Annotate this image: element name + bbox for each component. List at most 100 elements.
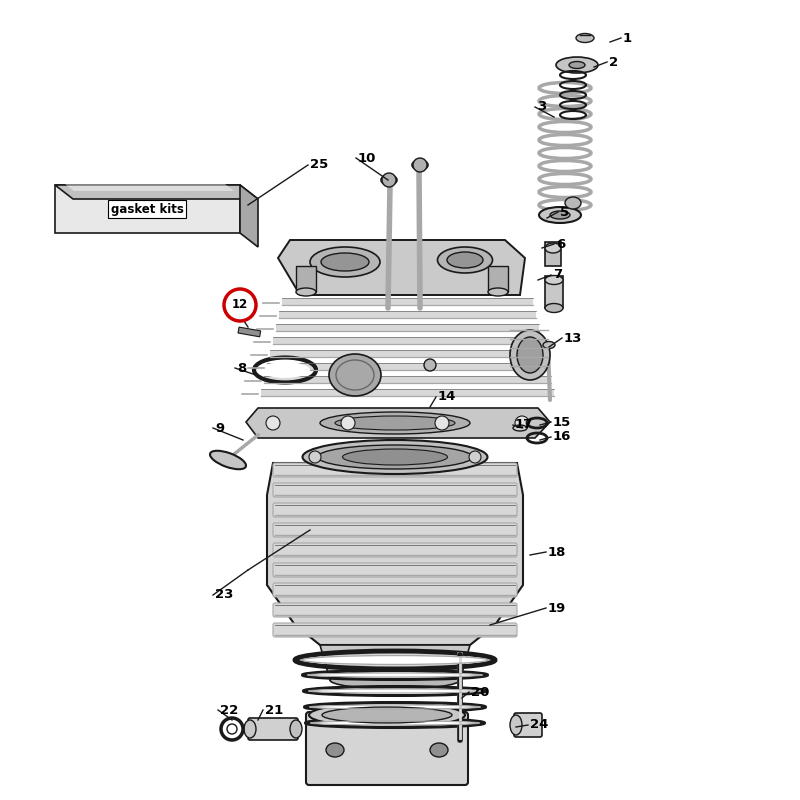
- Bar: [545, 276, 563, 308]
- Bar: [282, 298, 533, 305]
- Ellipse shape: [513, 425, 527, 431]
- Bar: [488, 266, 508, 292]
- Ellipse shape: [565, 197, 581, 209]
- Circle shape: [469, 451, 481, 463]
- Ellipse shape: [329, 354, 381, 396]
- Text: 21: 21: [265, 703, 283, 717]
- Bar: [273, 337, 542, 344]
- Text: 15: 15: [553, 415, 571, 429]
- FancyBboxPatch shape: [273, 583, 517, 597]
- Ellipse shape: [545, 303, 563, 313]
- Text: 6: 6: [556, 238, 566, 250]
- Ellipse shape: [510, 330, 550, 380]
- Ellipse shape: [576, 34, 594, 42]
- Ellipse shape: [326, 743, 344, 757]
- Text: 2: 2: [609, 55, 618, 69]
- Ellipse shape: [227, 724, 237, 734]
- FancyBboxPatch shape: [273, 623, 517, 637]
- Ellipse shape: [412, 160, 428, 170]
- Ellipse shape: [430, 743, 448, 757]
- FancyBboxPatch shape: [273, 563, 517, 577]
- Ellipse shape: [210, 450, 246, 470]
- Ellipse shape: [447, 252, 483, 268]
- Text: 24: 24: [530, 718, 548, 731]
- Ellipse shape: [543, 342, 555, 349]
- Ellipse shape: [318, 445, 473, 469]
- Ellipse shape: [309, 703, 465, 727]
- Circle shape: [435, 416, 449, 430]
- Ellipse shape: [302, 654, 488, 666]
- Circle shape: [424, 359, 436, 371]
- FancyBboxPatch shape: [306, 712, 468, 785]
- Ellipse shape: [307, 673, 482, 678]
- Ellipse shape: [320, 412, 470, 434]
- Ellipse shape: [310, 721, 479, 726]
- Ellipse shape: [550, 211, 570, 219]
- Text: 8: 8: [237, 362, 246, 374]
- Text: 1: 1: [623, 31, 632, 45]
- Ellipse shape: [260, 362, 310, 378]
- Polygon shape: [320, 645, 470, 680]
- Text: 22: 22: [220, 703, 238, 717]
- Ellipse shape: [545, 243, 561, 253]
- Text: 16: 16: [553, 430, 571, 443]
- Circle shape: [309, 451, 321, 463]
- Polygon shape: [55, 185, 240, 233]
- Polygon shape: [65, 184, 234, 191]
- FancyBboxPatch shape: [273, 523, 517, 537]
- Ellipse shape: [510, 715, 522, 735]
- Text: 14: 14: [438, 390, 456, 403]
- Bar: [261, 389, 554, 396]
- Ellipse shape: [310, 247, 380, 277]
- Ellipse shape: [488, 288, 508, 296]
- Text: 19: 19: [548, 602, 566, 614]
- Bar: [545, 242, 561, 266]
- Text: 7: 7: [553, 269, 562, 282]
- Polygon shape: [246, 408, 550, 438]
- Ellipse shape: [244, 720, 256, 738]
- FancyBboxPatch shape: [273, 463, 517, 477]
- Ellipse shape: [539, 207, 581, 223]
- FancyBboxPatch shape: [273, 543, 517, 557]
- Ellipse shape: [517, 337, 543, 373]
- Bar: [270, 350, 545, 357]
- Ellipse shape: [290, 720, 302, 738]
- Polygon shape: [55, 185, 258, 199]
- Circle shape: [224, 289, 256, 321]
- Ellipse shape: [322, 707, 452, 723]
- Text: 10: 10: [358, 151, 376, 165]
- Text: gasket kits: gasket kits: [110, 202, 183, 215]
- Ellipse shape: [309, 689, 482, 694]
- Polygon shape: [267, 463, 523, 645]
- Circle shape: [515, 416, 529, 430]
- Ellipse shape: [302, 440, 487, 474]
- Text: 9: 9: [215, 422, 224, 434]
- Ellipse shape: [330, 671, 460, 689]
- Ellipse shape: [321, 253, 369, 271]
- Bar: [276, 324, 539, 331]
- Circle shape: [266, 416, 280, 430]
- Text: 20: 20: [471, 686, 490, 698]
- FancyBboxPatch shape: [273, 483, 517, 497]
- Bar: [238, 327, 261, 337]
- Circle shape: [382, 173, 396, 187]
- FancyBboxPatch shape: [273, 503, 517, 517]
- Ellipse shape: [556, 57, 598, 73]
- FancyBboxPatch shape: [248, 718, 298, 740]
- Text: 18: 18: [548, 546, 566, 558]
- FancyBboxPatch shape: [514, 713, 542, 737]
- Text: 25: 25: [310, 158, 328, 171]
- Ellipse shape: [342, 449, 447, 465]
- Ellipse shape: [438, 247, 493, 273]
- Polygon shape: [240, 185, 258, 247]
- Text: 3: 3: [537, 101, 546, 114]
- Text: 23: 23: [215, 589, 234, 602]
- Ellipse shape: [545, 275, 563, 285]
- Circle shape: [413, 158, 427, 172]
- Text: 13: 13: [564, 331, 582, 345]
- FancyBboxPatch shape: [273, 603, 517, 617]
- Bar: [264, 376, 551, 383]
- Text: 5: 5: [560, 206, 569, 218]
- Ellipse shape: [569, 62, 585, 69]
- Bar: [296, 266, 316, 292]
